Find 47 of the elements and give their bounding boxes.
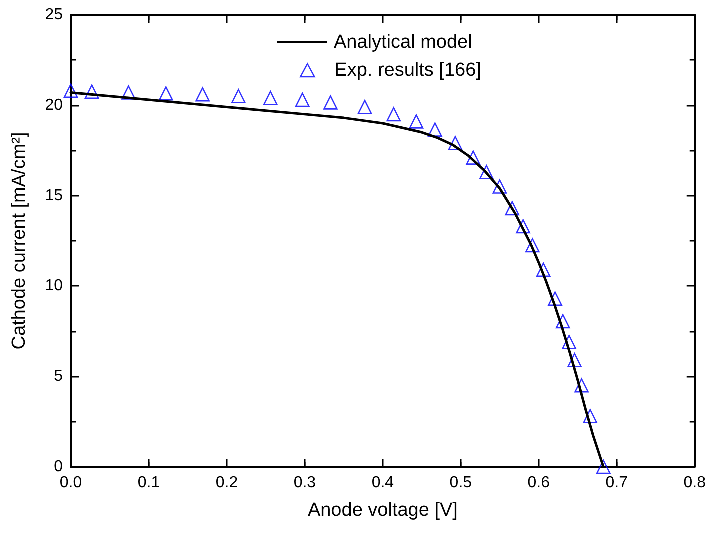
point <box>526 238 540 253</box>
point <box>596 460 611 474</box>
point <box>516 219 530 234</box>
point <box>263 91 278 106</box>
y-axis-title: Cathode current [mA/cm²] <box>9 132 30 350</box>
point <box>64 84 78 98</box>
point <box>548 292 562 306</box>
point <box>505 201 520 216</box>
point <box>562 335 576 350</box>
point <box>232 89 246 104</box>
y-tick-label: 5 <box>54 368 64 386</box>
x-tick-label: 0.5 <box>450 474 472 492</box>
y-tick-label: 20 <box>45 96 64 114</box>
x-tick-label: 0.4 <box>372 474 394 492</box>
legend-label: Analytical model <box>334 32 472 53</box>
point <box>428 122 442 137</box>
point <box>568 353 582 368</box>
y-tick-label: 0 <box>54 458 64 476</box>
point <box>480 165 494 180</box>
point <box>574 378 589 393</box>
x-tick-label: 0.8 <box>684 474 706 492</box>
point <box>358 100 372 114</box>
point <box>122 86 136 100</box>
point <box>583 409 598 424</box>
y-tick-label: 10 <box>45 278 64 295</box>
point <box>295 92 310 108</box>
legend-label: Exp. results [166] <box>334 60 482 81</box>
point <box>386 107 402 122</box>
point <box>536 262 551 278</box>
point <box>466 150 481 165</box>
x-tick-label: 0.2 <box>216 474 238 492</box>
x-tick-label: 0.3 <box>294 474 316 492</box>
point <box>448 136 463 151</box>
x-tick-label: 0.7 <box>606 474 628 492</box>
y-tick-label: 15 <box>45 187 64 204</box>
x-tick-label: 0.6 <box>528 474 550 492</box>
y-tick-label: 25 <box>45 6 64 24</box>
point <box>196 87 210 102</box>
point <box>84 84 100 99</box>
x-axis-title: Anode voltage [V] <box>308 500 458 521</box>
point <box>492 180 508 194</box>
point <box>324 96 338 110</box>
point <box>409 114 424 129</box>
point <box>556 314 570 329</box>
point <box>158 86 174 101</box>
x-tick-label: 0.0 <box>60 474 82 492</box>
x-tick-label: 0.1 <box>138 474 160 492</box>
